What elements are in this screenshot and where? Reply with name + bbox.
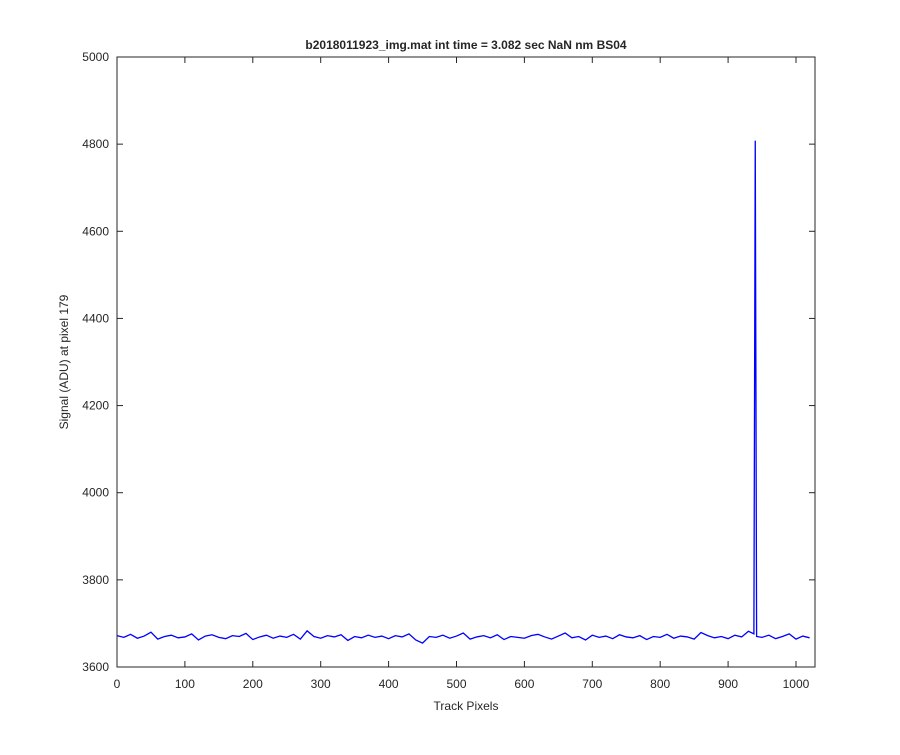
y-tick-label: 3800 [82,573,109,587]
data-line [116,140,810,644]
x-tick-label: 700 [582,677,602,691]
x-tick-label: 1000 [783,677,810,691]
y-axis-label: Signal (ADU) at pixel 179 [57,294,71,429]
y-tick-label: 4400 [82,311,109,325]
x-tick-label: 200 [243,677,263,691]
y-tick-label: 4800 [82,137,109,151]
plot-area [116,56,816,668]
x-tick-label: 600 [514,677,534,691]
y-tick-label: 3600 [82,660,109,674]
x-tick-label: 0 [114,677,121,691]
x-tick-label: 500 [446,677,466,691]
x-tick-label: 800 [650,677,670,691]
y-tick-label: 4600 [82,224,109,238]
y-tick-label: 4200 [82,399,109,413]
x-tick-label: 400 [379,677,399,691]
y-tick-label: 4000 [82,486,109,500]
chart-title: b2018011923_img.mat int time = 3.082 sec… [305,38,627,52]
x-axis-label: Track Pixels [434,699,499,713]
x-tick-label: 300 [311,677,331,691]
x-tick-label: 100 [175,677,195,691]
y-tick-label: 5000 [82,50,109,64]
x-tick-label: 900 [718,677,738,691]
